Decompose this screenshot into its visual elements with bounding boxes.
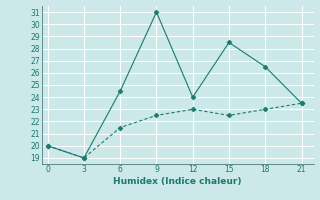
X-axis label: Humidex (Indice chaleur): Humidex (Indice chaleur) [113, 177, 242, 186]
